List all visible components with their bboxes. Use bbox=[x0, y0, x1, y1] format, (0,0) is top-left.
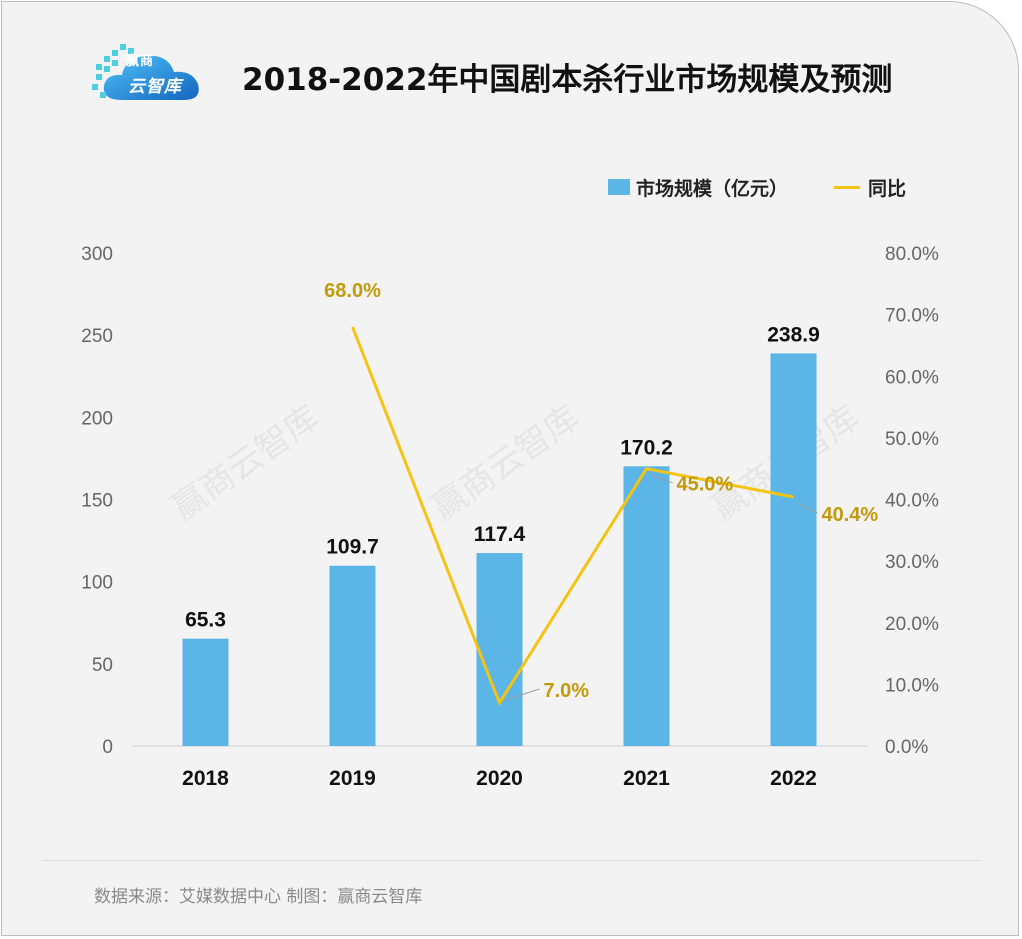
bar-2018 bbox=[182, 638, 229, 746]
bar-value-label: 238.9 bbox=[767, 323, 820, 346]
x-axis-tick-label: 2021 bbox=[623, 767, 670, 790]
bar-2021 bbox=[623, 466, 670, 746]
combo-chart: 赢商云智库赢商云智库赢商云智库0501001502002503000.0%10.… bbox=[81, 244, 939, 790]
y2-axis-tick-label: 50.0% bbox=[885, 429, 939, 450]
x-axis-tick-label: 2019 bbox=[329, 767, 376, 790]
x-axis-tick-label: 2022 bbox=[770, 767, 817, 790]
yoy-line bbox=[351, 326, 794, 707]
legend-line-swatch bbox=[834, 185, 860, 189]
bar-value-label: 65.3 bbox=[185, 609, 226, 632]
footer-divider bbox=[42, 860, 980, 861]
legend-bar-label: 市场规模（亿元） bbox=[636, 177, 789, 200]
yoy-leader-line bbox=[650, 474, 673, 484]
y-axis-tick-label: 250 bbox=[81, 326, 113, 347]
cloud-logo-icon bbox=[92, 44, 199, 100]
legend-item-bar: 市场规模（亿元） bbox=[608, 174, 788, 200]
yoy-leader-line bbox=[503, 688, 540, 702]
source-note: 数据来源：艾媒数据中心 制图：赢商云智库 bbox=[94, 887, 423, 907]
bar-2022 bbox=[770, 353, 817, 746]
bar-value-label: 170.2 bbox=[620, 436, 673, 459]
yoy-value-label: 7.0% bbox=[544, 680, 590, 702]
y2-axis-tick-label: 60.0% bbox=[885, 367, 939, 388]
chart-title: 2018-2022年中国剧本杀行业市场规模及预测 bbox=[242, 62, 893, 98]
bar-value-label: 117.4 bbox=[474, 523, 526, 546]
y2-axis-tick-label: 30.0% bbox=[885, 552, 939, 573]
bar-value-label: 109.7 bbox=[326, 536, 379, 559]
y2-axis-tick-label: 10.0% bbox=[885, 675, 939, 696]
y-axis-tick-label: 150 bbox=[81, 491, 113, 512]
y-axis-tick-label: 0 bbox=[102, 737, 113, 758]
bar-2019 bbox=[329, 565, 376, 746]
x-axis-tick-label: 2020 bbox=[476, 767, 523, 790]
y2-axis-tick-label: 0.0% bbox=[885, 737, 928, 758]
yoy-value-label: 68.0% bbox=[324, 280, 381, 302]
y2-axis-tick-label: 70.0% bbox=[885, 306, 939, 327]
bar-2020 bbox=[476, 553, 523, 746]
y2-axis-tick-label: 20.0% bbox=[885, 614, 939, 635]
yoy-value-label: 40.4% bbox=[822, 504, 879, 526]
yoy-value-label: 45.0% bbox=[677, 474, 734, 496]
y2-axis-tick-label: 80.0% bbox=[885, 244, 939, 265]
logo-text-line2: 云智库 bbox=[128, 77, 182, 97]
y-axis-tick-label: 300 bbox=[81, 244, 113, 265]
y-axis-tick-label: 100 bbox=[81, 573, 113, 594]
yoy-leader-line bbox=[797, 502, 818, 514]
y-axis-tick-label: 50 bbox=[92, 655, 113, 676]
watermark-text: 赢商云智库 bbox=[165, 398, 327, 528]
y-axis-tick-label: 200 bbox=[81, 408, 113, 429]
legend-line-label: 同比 bbox=[868, 177, 907, 200]
legend-bar-swatch bbox=[608, 179, 630, 195]
y2-axis-tick-label: 40.0% bbox=[885, 491, 939, 512]
legend-item-line: 同比 bbox=[834, 174, 906, 200]
watermark-text: 赢商云智库 bbox=[425, 398, 587, 528]
logo-text-line1: 赢商 bbox=[126, 54, 155, 69]
x-axis-tick-label: 2018 bbox=[182, 767, 229, 790]
